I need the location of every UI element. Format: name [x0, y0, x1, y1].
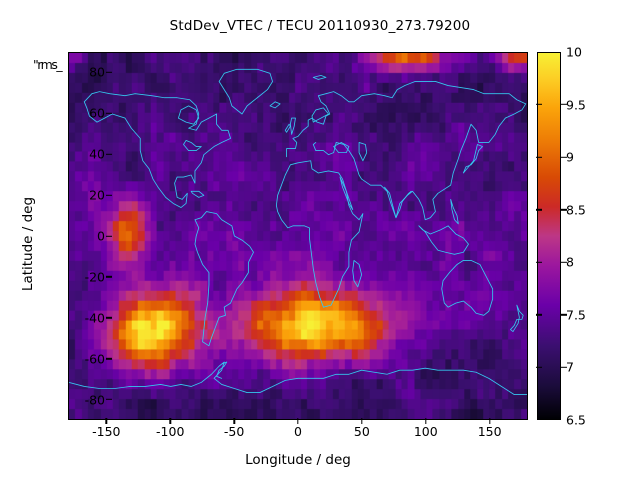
coastline-segment	[287, 81, 526, 156]
map-plot-area	[68, 52, 528, 420]
x-tick--150: -150	[76, 418, 136, 439]
colorbar-tick-mark-right	[561, 103, 567, 106]
coastline-segment	[451, 199, 459, 223]
colorbar-tick-mark-right	[561, 314, 567, 316]
colorbar-tick-8: 8	[536, 255, 574, 270]
colorbar-tick-mark-left	[536, 261, 542, 263]
x-tick-mark	[233, 418, 235, 424]
coastline-segment	[312, 108, 329, 122]
y-tick--20: -20	[65, 269, 112, 284]
x-axis-title: Longitude / deg	[245, 452, 351, 468]
colorbar-tick-mark-left	[536, 366, 542, 369]
y-tick-mark	[106, 194, 112, 196]
x-tick-150: 150	[460, 418, 520, 439]
coastline-segment	[510, 305, 523, 331]
vtec-heatmap-layer	[69, 53, 527, 419]
coastline-segment	[313, 104, 525, 220]
colorbar-tick-6-5: 6.5	[566, 412, 586, 428]
x-tick-mark	[169, 418, 171, 424]
coastline-overlay	[69, 53, 527, 419]
y-tick-mark	[106, 71, 112, 74]
y-tick-mark	[106, 153, 112, 155]
y-tick-40: 40	[65, 147, 112, 162]
colorbar-tick-mark-left	[536, 209, 542, 211]
coastline-segment	[340, 177, 353, 210]
x-tick-100: 100	[396, 418, 456, 439]
colorbar-tick-mark-left	[536, 103, 542, 106]
coastline-segment	[195, 212, 254, 346]
colorbar-tick-10: 10	[566, 44, 582, 60]
colorbar-tick-mark-right	[561, 366, 567, 369]
x-tick-mark	[361, 418, 363, 424]
y-tick-mark	[106, 398, 112, 401]
y-tick-20: 20	[65, 188, 112, 203]
x-tick-mark	[425, 418, 427, 424]
coastline-segment	[285, 124, 290, 132]
colorbar-tick-8-5: 8.5	[536, 202, 586, 217]
coastline-segment	[84, 92, 230, 208]
y-tick-80: 80	[65, 65, 112, 80]
y-tick--80: -80	[65, 392, 112, 407]
colorbar-tick-mark-right	[561, 156, 567, 158]
colorbar-tick-mark-right	[561, 209, 567, 211]
colorbar-tick-mark-left	[536, 314, 542, 316]
y-tick-mark	[106, 317, 112, 319]
coastline-segment	[276, 161, 363, 307]
y-tick-mark	[106, 112, 112, 115]
y-tick-0: 0	[65, 229, 112, 244]
y-tick-mark	[106, 357, 112, 360]
coastline-segment	[69, 362, 527, 395]
coastline-segment	[419, 226, 469, 254]
x-tick-mark	[488, 418, 491, 424]
x-tick--100: -100	[140, 418, 200, 439]
x-tick-mark	[105, 418, 108, 424]
coastline-segment	[191, 191, 204, 197]
colorbar-tick-mark-right	[561, 261, 567, 263]
coastline-segment	[359, 142, 367, 160]
x-tick-50: 50	[332, 418, 392, 439]
coastline-segment	[270, 102, 280, 108]
y-tick--40: -40	[65, 310, 112, 325]
y-tick-mark	[106, 276, 112, 278]
coastline-segment	[334, 142, 349, 152]
coastline-segment	[184, 140, 202, 150]
coastline-segment	[463, 145, 482, 173]
coastline-segment	[217, 362, 227, 378]
colorbar-tick-mark-left	[536, 156, 542, 158]
colorbar-tick-9: 9	[536, 150, 574, 165]
colorbar-tick-9-5: 9.5	[536, 97, 586, 112]
colorbar-tick-7-5: 7.5	[536, 307, 586, 322]
y-tick--60: -60	[65, 351, 112, 366]
chart-title: StdDev_VTEC / TECU 20110930_273.79200	[169, 18, 471, 34]
x-tick-0: 0	[268, 418, 328, 439]
colorbar	[537, 52, 561, 420]
stray-text-artifact: "rms_	[33, 57, 63, 72]
coastline-segment	[385, 187, 412, 218]
coastline-segment	[219, 69, 272, 114]
colorbar-tick-7: 7	[536, 360, 574, 375]
y-tick-mark	[106, 235, 112, 237]
coastline-segment	[290, 118, 295, 134]
coastline-segment	[313, 75, 326, 79]
y-tick-60: 60	[65, 106, 112, 121]
x-tick--50: -50	[204, 418, 264, 439]
y-axis-title: Latitude / deg	[20, 196, 36, 292]
coastline-segment	[353, 260, 362, 286]
coastline-segment	[178, 106, 198, 124]
x-tick-mark	[297, 418, 299, 424]
coastline-segment	[442, 260, 493, 315]
